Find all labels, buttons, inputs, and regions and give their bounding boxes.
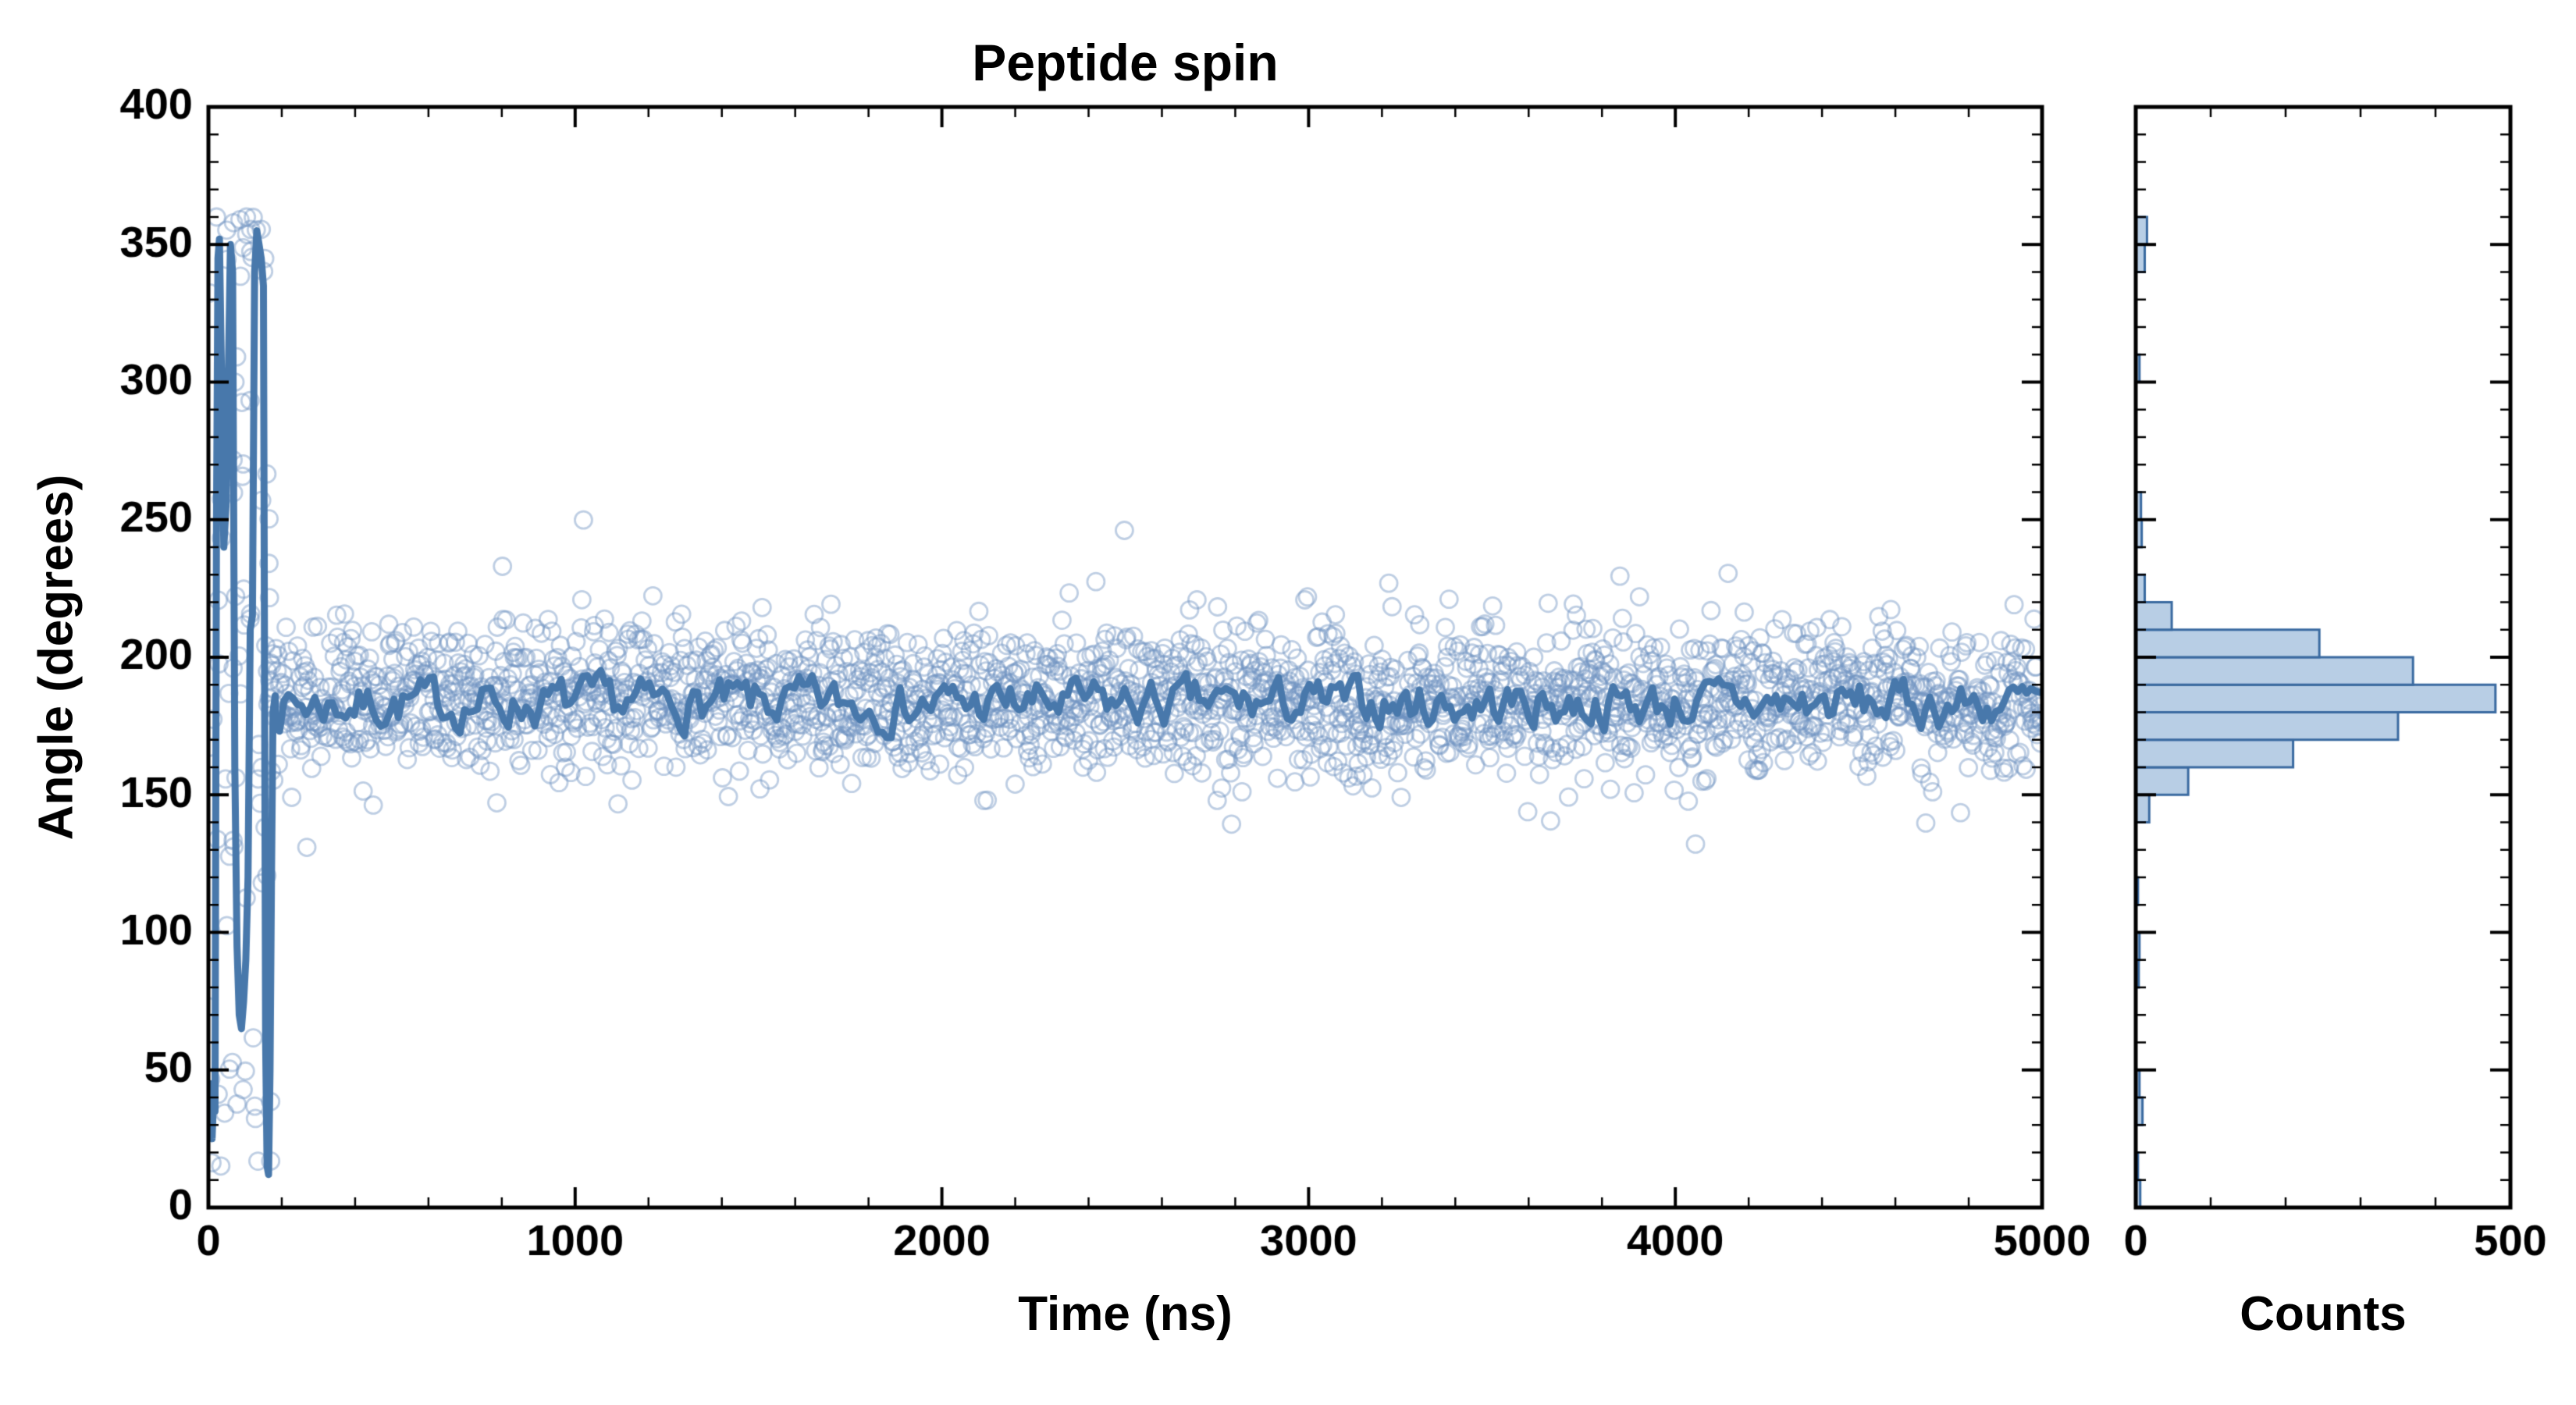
y-axis-label: Angle (degrees) bbox=[29, 474, 84, 841]
hist-x-axis-label: Counts bbox=[2240, 1287, 2407, 1341]
chart-title: Peptide spin bbox=[972, 34, 1279, 91]
x-axis-label: Time (ns) bbox=[1018, 1287, 1233, 1341]
